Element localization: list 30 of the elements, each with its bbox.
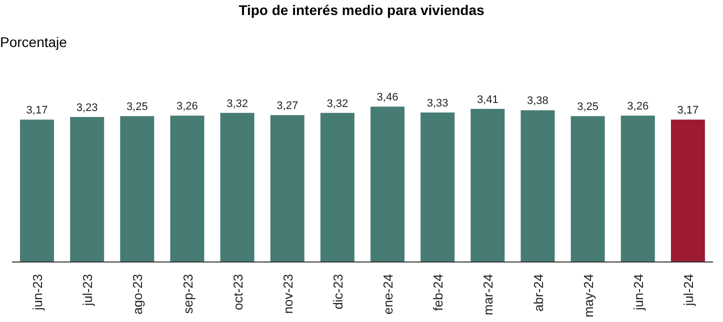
data-label: 3,33 <box>426 97 448 110</box>
data-label: 3,23 <box>76 102 98 114</box>
x-tick-label: abr-24 <box>530 274 546 312</box>
data-label: 3,27 <box>276 100 298 112</box>
x-tick-label: may-24 <box>580 274 596 318</box>
data-label: 3,25 <box>126 101 148 114</box>
x-tick-label: jun-24 <box>630 274 646 312</box>
data-label: 3,41 <box>476 94 498 106</box>
x-tick-label: feb-24 <box>430 274 446 311</box>
x-tick-label: oct-23 <box>230 274 246 310</box>
x-tick-label: ago-23 <box>130 274 146 314</box>
chart-title: Tipo de interés medio para viviendas <box>238 2 486 18</box>
x-tick-label: jul-23 <box>80 274 96 307</box>
data-label: 3,17 <box>26 104 48 117</box>
data-label: 3,46 <box>376 92 398 104</box>
data-label: 3,38 <box>527 95 548 108</box>
data-label: 3,26 <box>176 100 198 113</box>
x-tick-label: dic-23 <box>330 274 346 310</box>
data-label: 3,32 <box>326 98 348 110</box>
y-axis-title: Porcentaje <box>0 34 67 50</box>
x-tick-label: mar-24 <box>480 274 496 316</box>
x-tick-label: sep-23 <box>180 274 196 314</box>
x-tick-label: ene-24 <box>380 274 396 314</box>
x-tick-label: nov-23 <box>280 274 296 314</box>
x-tick-label: jun-23 <box>30 274 46 312</box>
data-label: 3,26 <box>627 100 649 113</box>
data-label: 3,25 <box>577 101 599 114</box>
x-tick-label: jul-24 <box>680 274 696 307</box>
data-label: 3,17 <box>677 104 699 117</box>
data-label: 3,32 <box>226 98 248 110</box>
